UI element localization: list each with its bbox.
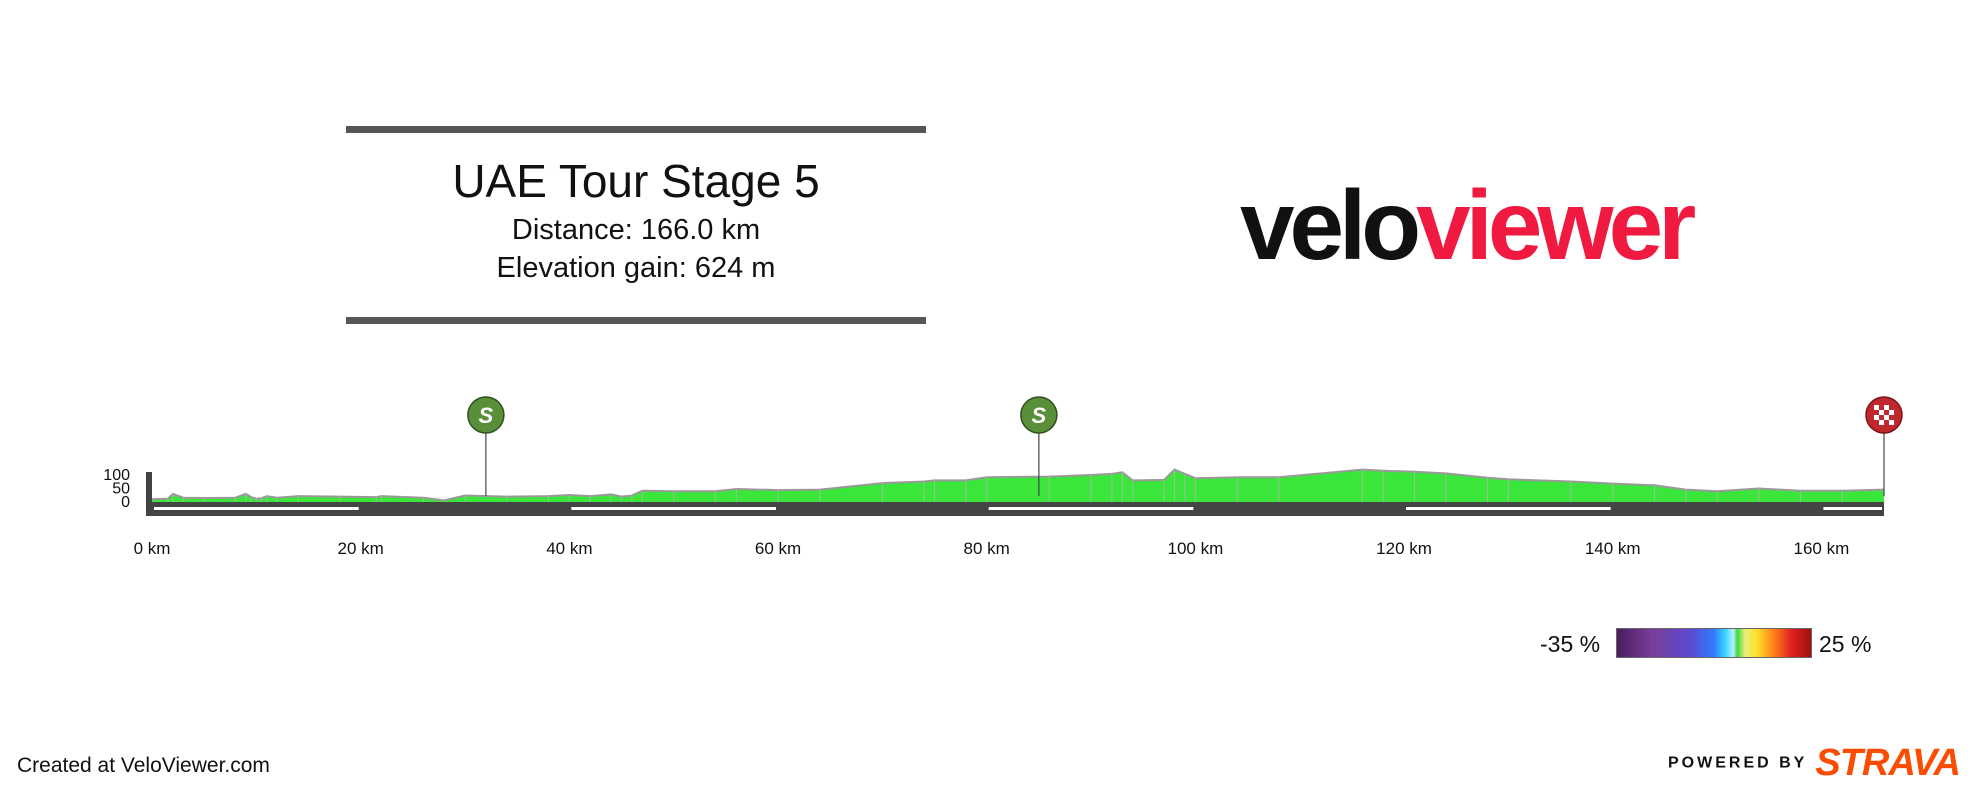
veloviewer-logo: veloviewer <box>1240 176 1696 274</box>
strava-logo: STRAVA <box>1815 742 1961 784</box>
y-tick-label: 100 <box>103 467 130 484</box>
finish-flag-square <box>1889 420 1894 425</box>
x-tick-label: 0 km <box>134 539 171 558</box>
finish-flag-square <box>1879 420 1884 425</box>
distance-line: Distance: 166.0 km <box>511 214 761 246</box>
km-strip-bar <box>1823 507 1882 510</box>
logo-viewer: viewer <box>1416 170 1696 280</box>
finish-flag-square <box>1889 410 1894 415</box>
finish-flag-square <box>1874 415 1879 420</box>
chart-title: UAE Tour Stage 5 <box>452 155 820 207</box>
strava-badge: POWERED BY STRAVA <box>1668 742 1961 785</box>
credit-text: Created at VeloViewer.com <box>17 754 270 777</box>
km-strip-bar <box>571 507 777 510</box>
logo-velo: velo <box>1240 170 1421 280</box>
title-rule-bottom <box>346 317 926 324</box>
x-tick-label: 60 km <box>755 539 801 558</box>
finish-flag-square <box>1879 410 1884 415</box>
legend-max-label: 25 % <box>1819 631 1872 657</box>
finish-flag-square <box>1884 415 1889 420</box>
x-tick-label: 40 km <box>546 539 592 558</box>
sprint-marker-label: S <box>479 403 494 428</box>
powered-by-text: POWERED BY <box>1668 754 1808 772</box>
title-box: UAE Tour Stage 5 Distance: 166.0 km Elev… <box>346 126 926 326</box>
elevation-area <box>152 469 1884 502</box>
km-strip-bar <box>988 507 1194 510</box>
km-strip-bar <box>154 507 359 510</box>
x-tick-label: 100 km <box>1167 539 1223 558</box>
gradient-legend: -35 % 25 % <box>1540 628 1880 658</box>
gradient-color-bar <box>1616 628 1812 658</box>
km-strip-bar <box>1406 507 1611 510</box>
x-tick-label: 20 km <box>338 539 384 558</box>
x-tick-label: 160 km <box>1794 539 1850 558</box>
elevation-line: Elevation gain: 624 m <box>496 252 776 284</box>
title-rule-top <box>346 126 926 133</box>
x-tick-label: 140 km <box>1585 539 1641 558</box>
finish-flag-square <box>1874 405 1879 410</box>
legend-min-label: -35 % <box>1540 631 1601 657</box>
x-tick-label: 80 km <box>964 539 1010 558</box>
sprint-marker-icon <box>1020 396 1058 434</box>
x-tick-label: 120 km <box>1376 539 1432 558</box>
y-axis <box>146 472 152 502</box>
y-tick-label: 50 <box>112 481 130 498</box>
y-tick-label: 0 <box>121 494 130 511</box>
sprint-marker-icon <box>467 396 505 434</box>
sprint-marker-label: S <box>1032 403 1047 428</box>
finish-flag-square <box>1884 405 1889 410</box>
